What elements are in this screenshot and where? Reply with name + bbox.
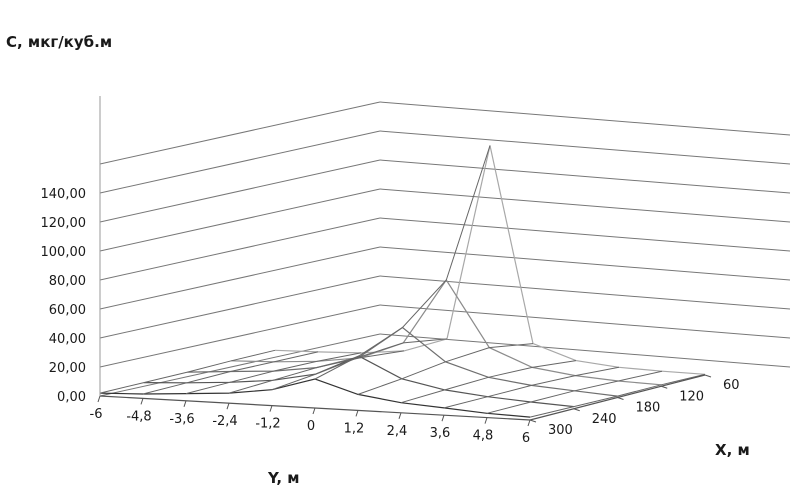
surface-column-line [357,343,534,395]
x-tick-mark [573,408,580,412]
surface-column-line [271,338,448,391]
surface-column-line [99,349,276,394]
surface-column-line [314,145,491,380]
x-tick-label: 240 [592,412,617,427]
y-tick-label: -3,6 [169,412,194,427]
gridline-back-right [379,159,791,194]
y-axis-ticks: -6 -4,8 -3,6 -2,4 -1,2 0 1,2 2,4 3,6 4,8 6 [90,395,531,446]
gridline-back-left [99,217,381,281]
y-tick-mark [355,410,359,417]
x-tick-label: 300 [548,423,573,438]
surface-column-line [185,352,362,395]
z-tick-label: 60,00 [49,303,86,318]
gridline-back-left [99,246,381,310]
gridline-back-right [379,304,791,339]
surface-row-line [274,145,706,375]
x-axis-ticks: 60 120 180 240 300 [529,374,740,438]
gridline-back-right [379,188,791,223]
y-tick-mark [226,403,230,410]
y-tick-mark [527,419,531,427]
y-tick-mark [312,407,316,415]
y-tick-mark [140,398,144,405]
x-tick-mark [617,397,624,400]
surface-column-line [443,366,620,409]
y-tick-mark [484,417,488,424]
y-tick-mark [441,415,445,422]
x-tick-mark [529,419,537,423]
surface-column-line [228,350,405,394]
y-tick-label: 3,6 [430,426,451,441]
y-tick-mark [183,400,187,407]
y-tick-label: -4,8 [126,409,151,424]
x-tick-mark [704,374,712,378]
y-tick-label: -1,2 [255,417,280,432]
y-tick-label: -6 [90,407,103,422]
x-axis-title: X, м [715,441,750,459]
y-tick-label: 4,8 [473,429,494,444]
y-tick-label: 2,4 [387,424,408,439]
gridline-back-left [99,101,381,165]
gridline-back-right [379,246,791,281]
y-tick-mark [97,395,101,403]
surface-column-line [142,351,319,395]
gridline-back-left [99,333,381,397]
gridline-back-left [99,304,381,368]
gridline-back-left [99,159,381,223]
surface-column-line [529,373,706,418]
surface-mesh [99,145,706,418]
y-tick-label: -2,4 [212,414,237,429]
z-tick-label: 40,00 [49,332,86,347]
y-tick-mark [398,412,402,419]
x-tick-label: 120 [679,389,704,404]
surface-column-line [400,360,577,404]
gridline-back-right [379,130,791,165]
back-walls [99,101,791,397]
gridline-back-left [99,275,381,339]
surface-row-line [99,378,531,418]
y-tick-label: 0 [307,419,315,434]
x-tick-label: 60 [723,378,740,393]
z-tick-label: 140,00 [41,187,87,202]
y-tick-label: 1,2 [344,421,365,436]
z-tick-label: 100,00 [41,245,87,260]
x-tick-mark [661,385,668,389]
gridline-back-right [379,101,791,136]
surface-column-line [486,370,663,414]
z-tick-label: 80,00 [49,274,86,289]
y-axis-title: Y, м [267,469,300,487]
x-tick-label: 180 [636,401,661,416]
y-tick-label: 6 [522,431,530,446]
z-tick-label: 0,00 [57,390,86,405]
gridline-back-right [379,275,791,310]
gridline-back-left [99,130,381,194]
z-tick-label: 120,00 [41,216,87,231]
y-tick-mark [269,405,273,412]
z-tick-label: 20,00 [49,361,86,376]
z-axis-title: С, мкг/куб.м [6,33,112,51]
gridline-back-left [99,188,381,252]
gridline-back-right [379,217,791,252]
gridline-back-right [379,333,791,368]
z-axis-ticks: 0,00 20,00 40,00 60,00 80,00 100,00 120,00 140,… [41,187,87,405]
